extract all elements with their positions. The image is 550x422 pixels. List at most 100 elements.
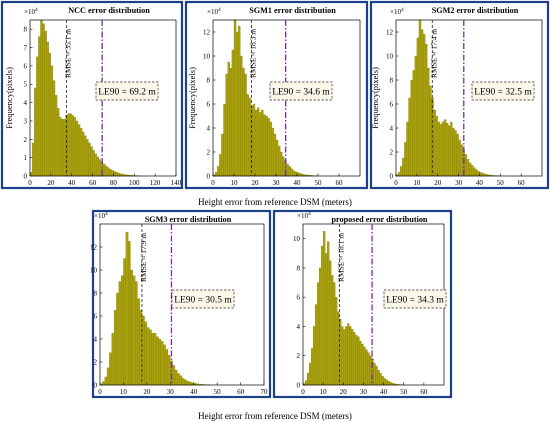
histogram-bar: [397, 172, 401, 177]
histogram-bar: [125, 231, 129, 386]
histogram-bar: [349, 326, 352, 386]
x-tick-label: 40: [476, 179, 484, 187]
histogram-bar: [416, 37, 420, 177]
y-tick-label: 2: [297, 352, 301, 360]
y-tick-label: 12: [203, 29, 211, 37]
histogram-bar: [109, 352, 112, 386]
histogram-bar: [367, 352, 370, 386]
histogram-bar: [144, 321, 147, 386]
histogram-bar: [82, 131, 85, 177]
x-tick-label: 0: [394, 179, 398, 187]
panel-title: SGM1 error distribution: [249, 6, 336, 15]
histogram-bar: [113, 310, 117, 386]
y-axis-label: Frequency(pixels): [187, 67, 197, 129]
histogram-bar: [227, 61, 230, 177]
histogram-bar: [379, 373, 382, 386]
histogram-bar: [94, 153, 97, 177]
x-tick-label: 50: [497, 179, 505, 187]
histogram-bar: [316, 282, 320, 386]
histogram-bar: [400, 166, 403, 177]
histogram-bar: [288, 166, 291, 177]
x-tick-label: 80: [110, 179, 118, 187]
axes-box: [395, 19, 543, 177]
histogram-bar: [458, 139, 461, 177]
histogram-bar: [292, 170, 296, 177]
histogram-bar: [92, 150, 95, 177]
y-tick-label: 0: [24, 173, 28, 181]
histogram-bar: [113, 171, 116, 177]
histogram-bar: [172, 365, 176, 386]
histogram-bar: [282, 156, 285, 177]
histogram-bar: [263, 114, 266, 177]
x-tick-label: 60: [89, 179, 97, 187]
histogram-bar: [158, 338, 162, 386]
histogram-bar: [271, 127, 275, 177]
histogram-bar: [406, 121, 409, 177]
histogram-bar: [456, 133, 459, 177]
histogram-bar: [73, 117, 77, 177]
y-tick-label: 10: [90, 267, 98, 275]
histogram-bar: [84, 135, 87, 177]
histogram-bar: [402, 157, 405, 177]
y-tick-label: 6: [24, 62, 28, 70]
histogram-bar: [273, 133, 277, 177]
x-tick-label: 120: [150, 179, 161, 187]
histogram-bar: [107, 167, 110, 177]
histogram-bar: [294, 171, 298, 177]
histogram-bar: [261, 109, 264, 177]
histogram-bar: [277, 145, 281, 177]
histogram-bar: [90, 146, 93, 177]
y-tick-label: 0: [94, 382, 98, 390]
le90-legend-box: [383, 289, 447, 309]
histogram-bar: [252, 103, 256, 177]
histogram-bar: [389, 382, 392, 386]
y-exponent-label: ×104: [24, 7, 38, 16]
le90-label: LE90 = 34.6 m: [272, 88, 330, 98]
le90-label: LE90 = 34.3 m: [386, 296, 444, 306]
histogram-bar: [418, 19, 422, 177]
y-tick-label: 6: [207, 101, 211, 109]
histogram-bar: [111, 333, 115, 386]
y-tick-label: 8: [297, 264, 301, 272]
histogram-bar: [369, 355, 372, 386]
histogram-bar: [312, 326, 316, 386]
y-tick-label: 2: [94, 359, 98, 367]
x-tick-label: 30: [167, 388, 175, 396]
x-tick-label: 0: [301, 388, 305, 396]
histogram-bars: [99, 231, 211, 386]
histogram-bar: [120, 275, 124, 386]
y-tick-label: 6: [390, 101, 394, 109]
x-tick-label: 10: [413, 179, 421, 187]
y-tick-label: 8: [207, 77, 211, 85]
y-tick-label: 10: [203, 53, 211, 61]
y-tick-label: 0: [297, 382, 301, 390]
histogram-bar: [61, 118, 64, 177]
histogram-bar: [54, 95, 58, 177]
histogram-bar: [347, 323, 350, 386]
histogram-bar: [135, 281, 138, 386]
histogram-bar: [50, 65, 54, 177]
panel-title: NCC error distribution: [68, 6, 150, 15]
y-axis-label: Frequency(pixels): [4, 67, 14, 129]
le90-label: LE90 = 30.5 m: [174, 296, 232, 306]
histogram-bar: [36, 56, 39, 177]
rmse-label: RMSE ≈ 18.3 m: [248, 29, 257, 78]
histogram-bar: [42, 23, 45, 177]
y-tick-label: 4: [94, 336, 98, 344]
histogram-bar: [412, 70, 415, 177]
y-tick-label: 12: [90, 244, 98, 252]
y-tick-label: 12: [386, 29, 394, 37]
histogram-bar: [410, 79, 413, 177]
histogram-bar: [445, 123, 449, 177]
histogram-bar: [290, 168, 293, 177]
histogram-bar: [163, 344, 166, 386]
histogram-bar: [246, 94, 249, 177]
x-tick-label: 40: [294, 179, 302, 187]
histogram-bar: [468, 162, 472, 177]
histogram-bar: [75, 120, 79, 177]
y-exponent-label: ×104: [207, 7, 221, 16]
histogram-bar: [373, 362, 376, 386]
histogram-bar: [351, 329, 354, 386]
panel-frame: [91, 209, 272, 399]
